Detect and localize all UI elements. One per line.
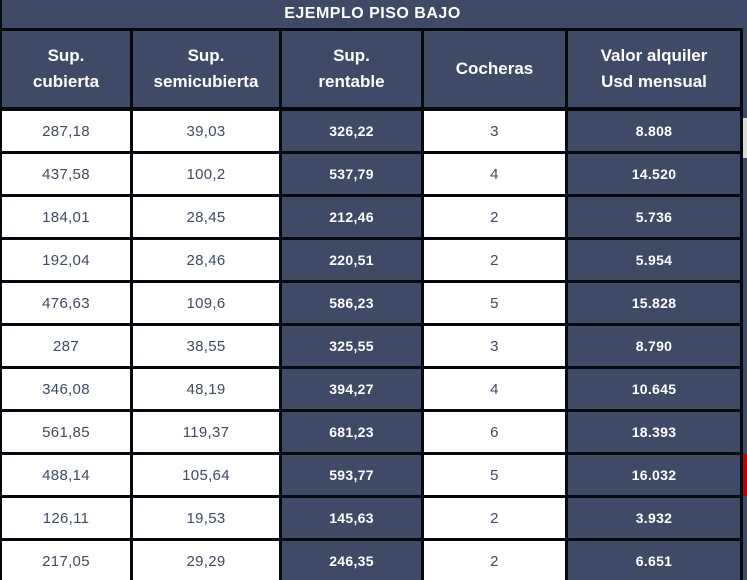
table-row: 437,58 100,2 537,79 4 14.520 <box>2 154 743 197</box>
table-row: 192,04 28,46 220,51 2 5.954 <box>2 240 743 283</box>
table-row: 561,85 119,37 681,23 6 18.393 <box>2 412 743 455</box>
cell: 6 <box>424 412 568 455</box>
cell: 476,63 <box>2 283 133 326</box>
cell: 5.736 <box>568 197 743 240</box>
header-cell-sup-cubierta: Sup. cubierta <box>2 31 133 107</box>
cell: 6.651 <box>568 541 743 580</box>
cell: 119,37 <box>133 412 282 455</box>
table-row: 488,14 105,64 593,77 5 16.032 <box>2 455 743 498</box>
cell: 10.645 <box>568 369 743 412</box>
cell: 48,19 <box>133 369 282 412</box>
cell: 212,46 <box>282 197 424 240</box>
cell: 16.032 <box>568 455 743 498</box>
cell: 287,18 <box>2 111 133 154</box>
cell: 3.932 <box>568 498 743 541</box>
cell: 4 <box>424 369 568 412</box>
sliver-segment-gray <box>743 118 747 158</box>
cell: 3 <box>424 111 568 154</box>
cell: 537,79 <box>282 154 424 197</box>
table-row: 126,11 19,53 145,63 2 3.932 <box>2 498 743 541</box>
cell: 8.790 <box>568 326 743 369</box>
table-row: 217,05 29,29 246,35 2 6.651 <box>2 541 743 580</box>
cell: 100,2 <box>133 154 282 197</box>
table-title: EJEMPLO PISO BAJO <box>2 0 743 31</box>
cell: 15.828 <box>568 283 743 326</box>
cell: 145,63 <box>282 498 424 541</box>
cell: 105,64 <box>133 455 282 498</box>
cell: 437,58 <box>2 154 133 197</box>
sliver-segment-navy-bottom <box>743 496 747 580</box>
sliver-segment-red <box>743 454 747 496</box>
cell: 217,05 <box>2 541 133 580</box>
cell: 220,51 <box>282 240 424 283</box>
cell: 19,53 <box>133 498 282 541</box>
table-header-row: Sup. cubierta Sup. semicubierta Sup. ren… <box>2 31 743 111</box>
cell: 28,45 <box>133 197 282 240</box>
cell: 109,6 <box>133 283 282 326</box>
cell: 18.393 <box>568 412 743 455</box>
table-row: 476,63 109,6 586,23 5 15.828 <box>2 283 743 326</box>
cell: 561,85 <box>2 412 133 455</box>
cell: 126,11 <box>2 498 133 541</box>
cell: 593,77 <box>282 455 424 498</box>
header-cell-valor-alquiler: Valor alquiler Usd mensual <box>568 31 743 107</box>
cell: 488,14 <box>2 455 133 498</box>
cell: 346,08 <box>2 369 133 412</box>
cell: 394,27 <box>282 369 424 412</box>
cell: 192,04 <box>2 240 133 283</box>
header-cell-sup-rentable: Sup. rentable <box>282 31 424 107</box>
cell: 28,46 <box>133 240 282 283</box>
cell: 681,23 <box>282 412 424 455</box>
sliver-segment-navy-top <box>743 0 747 118</box>
cell: 325,55 <box>282 326 424 369</box>
table-row: 184,01 28,45 212,46 2 5.736 <box>2 197 743 240</box>
right-edge-sliver <box>743 0 747 580</box>
cell: 38,55 <box>133 326 282 369</box>
cell: 5 <box>424 455 568 498</box>
cell: 8.808 <box>568 111 743 154</box>
cell: 2 <box>424 541 568 580</box>
cell: 14.520 <box>568 154 743 197</box>
cell: 5.954 <box>568 240 743 283</box>
cell: 5 <box>424 283 568 326</box>
sliver-segment-navy-mid <box>743 158 747 454</box>
header-cell-sup-semicubierta: Sup. semicubierta <box>133 31 282 107</box>
cell: 586,23 <box>282 283 424 326</box>
cell: 4 <box>424 154 568 197</box>
cell: 2 <box>424 240 568 283</box>
header-cell-cocheras: Cocheras <box>424 31 568 107</box>
cell: 184,01 <box>2 197 133 240</box>
cell: 39,03 <box>133 111 282 154</box>
cell: 3 <box>424 326 568 369</box>
table-row: 287,18 39,03 326,22 3 8.808 <box>2 111 743 154</box>
cell: 2 <box>424 197 568 240</box>
cell: 287 <box>2 326 133 369</box>
cell: 29,29 <box>133 541 282 580</box>
table-body: 287,18 39,03 326,22 3 8.808 437,58 100,2 537,79… <box>2 111 743 580</box>
table-row: 346,08 48,19 394,27 4 10.645 <box>2 369 743 412</box>
cell: 2 <box>424 498 568 541</box>
table-row: 287 38,55 325,55 3 8.790 <box>2 326 743 369</box>
cell: 326,22 <box>282 111 424 154</box>
cell: 246,35 <box>282 541 424 580</box>
